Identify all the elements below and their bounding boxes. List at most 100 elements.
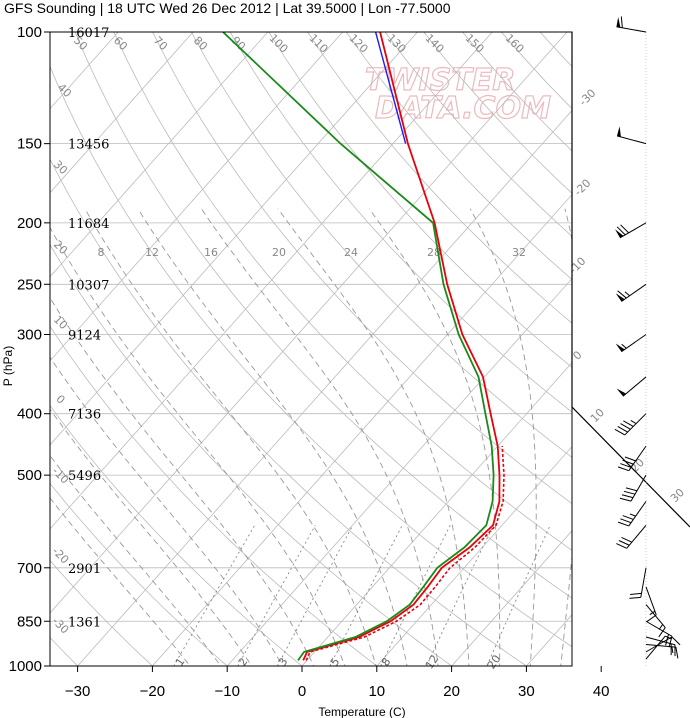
height-label: 10307 — [68, 278, 109, 293]
mixing-ratio-label: 20 — [485, 653, 504, 672]
wind-barb-tick — [623, 490, 636, 495]
wind-barb — [645, 635, 672, 660]
wind-barb-tick — [624, 456, 636, 462]
moist-adiabat — [50, 356, 284, 666]
height-label: 1361 — [68, 615, 101, 630]
moist-adiabat — [277, 208, 470, 666]
grid-labels: 8 12 16 20 24 28 321 2 3 5 8 12 20-30-20-10010203040… — [50, 32, 688, 672]
height-label: 9124 — [68, 328, 101, 343]
wind-barb-tick — [630, 592, 642, 595]
isotherm — [50, 32, 418, 446]
height-label: 16017 — [68, 26, 109, 41]
wind-barb-staff — [645, 620, 673, 637]
moist-adiabat — [368, 208, 501, 666]
wind-barb — [617, 501, 647, 527]
wind-barb-tick — [671, 636, 681, 646]
moist-adiabat — [560, 208, 572, 666]
wind-barb-staff — [630, 474, 647, 502]
dry-adiabat-label: 30 — [51, 158, 70, 177]
mixing-ratio-label: 12 — [423, 653, 442, 672]
moist-adiabat — [50, 497, 191, 666]
dry-adiabat-label: 150 — [462, 32, 486, 56]
axes: 1001502002503004005007008501000160171345… — [9, 24, 610, 700]
wind-barb-flag — [617, 126, 621, 137]
wind-barb-tick — [620, 463, 632, 468]
isotherm-edge-label: -30 — [577, 87, 599, 109]
wind-barb-flag — [616, 388, 627, 397]
dry-adiabat — [50, 325, 378, 666]
pressure-tick-label: 1000 — [9, 658, 42, 675]
wind-barb-tick — [629, 596, 641, 599]
dry-adiabat — [113, 32, 572, 551]
dry-adiabat — [500, 32, 572, 110]
wind-barb-staff — [640, 567, 647, 598]
pressure-tick-label: 150 — [17, 136, 42, 153]
wind-barb-tick — [619, 497, 632, 502]
isotherm — [578, 3, 690, 692]
wind-barb-staff — [628, 445, 647, 471]
moist-adiabat-label: 12 — [145, 246, 159, 259]
wind-barb-staff — [645, 636, 676, 646]
dry-adiabat — [190, 32, 572, 458]
wind-barb — [616, 16, 647, 33]
pressure-tick-label: 500 — [17, 467, 42, 484]
dry-adiabat-label: 100 — [266, 32, 290, 56]
dry-adiabat-label: 20 — [51, 238, 70, 257]
pressure-tick-label: 250 — [17, 276, 42, 293]
wind-barb-staff — [628, 501, 647, 527]
dewpoint-profile — [222, 32, 495, 661]
height-label: 11684 — [68, 217, 109, 232]
parcel-profile — [305, 446, 505, 661]
dry-adiabat — [423, 32, 572, 194]
wind-barb — [629, 567, 647, 599]
pressure-tick-label: 400 — [17, 406, 42, 423]
pressure-tick-label: 300 — [17, 326, 42, 343]
dry-adiabat — [229, 32, 572, 413]
wind-barb-tick — [617, 466, 629, 472]
moist-adiabat-label: 24 — [344, 246, 358, 259]
moist-adiabat — [50, 297, 315, 666]
moist-adiabat — [589, 209, 642, 680]
mixing-ratio-line — [380, 525, 451, 666]
wind-barb-staff — [616, 26, 647, 33]
dry-adiabat — [618, 32, 690, 679]
wind-barb-tick — [620, 423, 631, 430]
wind-barb-half-tick — [624, 291, 630, 297]
wind-barb-tick — [668, 636, 673, 648]
dry-adiabat-label: 40 — [55, 81, 74, 100]
dry-adiabat-label: 0 — [53, 392, 67, 406]
isotherm-edge-label: 10 — [588, 406, 607, 425]
wind-barb — [615, 334, 647, 353]
isotherm — [226, 277, 572, 666]
dry-adiabat — [307, 32, 572, 324]
wind-barb-staff — [616, 135, 647, 145]
mixing-ratio-label: 8 — [379, 655, 394, 668]
moist-adiabat — [50, 408, 253, 666]
y-axis-title: P (hPa) — [1, 346, 15, 386]
pressure-tick-label: 700 — [17, 560, 42, 577]
wind-barb-staff — [645, 636, 673, 653]
dry-adiabat — [579, 32, 690, 679]
mixing-ratio-line — [173, 525, 256, 666]
isotherm — [77, 109, 572, 666]
wind-barb-staff — [621, 334, 647, 353]
wind-barb-half-tick — [665, 635, 672, 640]
wind-barb-half-tick — [649, 610, 656, 616]
dry-adiabat-label: 90 — [229, 34, 248, 53]
wind-barb-tick — [616, 543, 627, 549]
wind-barb — [617, 445, 647, 472]
wind-barb-tick — [622, 515, 634, 520]
profiles — [222, 32, 505, 661]
isotherm — [376, 446, 572, 666]
wind-panel — [571, 16, 690, 666]
wind-barb — [616, 376, 647, 397]
wind-barb-staff — [645, 635, 666, 660]
wind-barb-tick — [620, 16, 623, 28]
wind-barb — [614, 413, 647, 436]
plot-frame — [49, 31, 573, 667]
wind-barb-tick — [617, 425, 628, 433]
wind-barb — [645, 644, 679, 659]
wind-barb-half-tick — [671, 646, 674, 653]
wind-barb-tick — [622, 459, 634, 465]
